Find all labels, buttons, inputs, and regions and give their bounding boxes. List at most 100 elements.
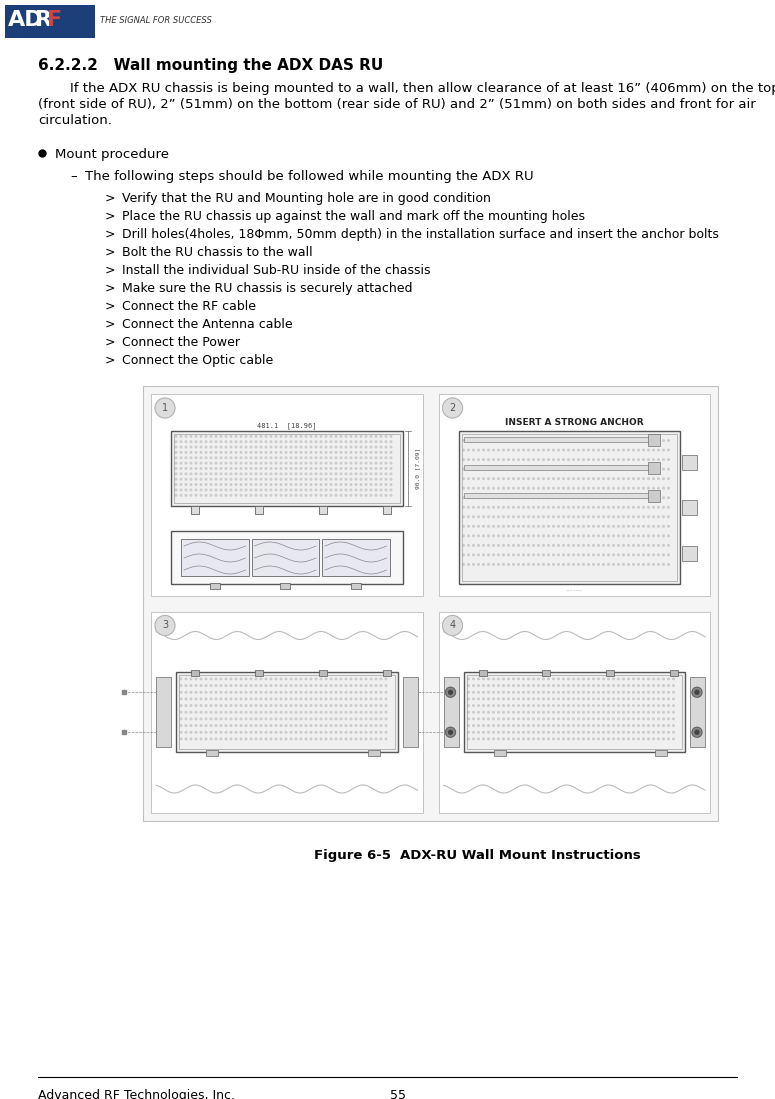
Circle shape <box>513 525 515 528</box>
Circle shape <box>235 678 237 679</box>
Circle shape <box>355 732 356 733</box>
Circle shape <box>385 732 387 733</box>
Circle shape <box>577 525 579 528</box>
Circle shape <box>200 484 202 486</box>
Circle shape <box>467 554 470 556</box>
Circle shape <box>300 698 301 700</box>
Circle shape <box>381 724 382 726</box>
Circle shape <box>598 724 599 726</box>
Circle shape <box>446 728 456 737</box>
Circle shape <box>628 535 629 536</box>
Circle shape <box>181 718 182 720</box>
Circle shape <box>381 739 382 740</box>
Circle shape <box>215 457 217 458</box>
Circle shape <box>370 678 372 679</box>
Bar <box>181 539 249 576</box>
Circle shape <box>493 564 494 565</box>
Circle shape <box>593 739 594 740</box>
Circle shape <box>305 724 307 726</box>
Circle shape <box>593 507 594 508</box>
Circle shape <box>290 711 292 713</box>
Circle shape <box>330 452 332 453</box>
Circle shape <box>340 457 342 458</box>
Circle shape <box>190 732 191 733</box>
Circle shape <box>336 457 337 458</box>
Circle shape <box>250 468 252 469</box>
Circle shape <box>608 507 609 508</box>
Circle shape <box>360 739 362 740</box>
Circle shape <box>345 489 346 491</box>
Circle shape <box>532 564 534 565</box>
Circle shape <box>653 698 654 700</box>
Circle shape <box>190 446 191 448</box>
Circle shape <box>513 685 515 687</box>
Circle shape <box>532 554 534 556</box>
Circle shape <box>375 478 377 480</box>
Circle shape <box>275 441 277 443</box>
Circle shape <box>498 440 499 442</box>
Circle shape <box>473 554 474 556</box>
Circle shape <box>593 545 594 546</box>
Circle shape <box>190 441 191 443</box>
Circle shape <box>528 698 529 700</box>
Circle shape <box>542 545 544 546</box>
Circle shape <box>642 440 644 442</box>
Circle shape <box>250 441 252 443</box>
Bar <box>463 465 650 470</box>
Circle shape <box>255 468 257 469</box>
Circle shape <box>622 535 625 536</box>
Circle shape <box>583 718 584 720</box>
Circle shape <box>226 484 227 486</box>
Circle shape <box>608 478 609 479</box>
Circle shape <box>350 452 352 453</box>
Circle shape <box>498 478 499 479</box>
Circle shape <box>498 458 499 460</box>
Circle shape <box>320 691 322 693</box>
Circle shape <box>508 487 509 489</box>
Circle shape <box>375 441 377 443</box>
Circle shape <box>205 478 207 480</box>
Circle shape <box>215 489 217 491</box>
Circle shape <box>265 724 267 726</box>
Circle shape <box>336 473 337 475</box>
Circle shape <box>598 739 599 740</box>
Circle shape <box>220 468 222 469</box>
Circle shape <box>583 449 584 451</box>
Circle shape <box>235 718 237 720</box>
Circle shape <box>638 698 639 700</box>
Circle shape <box>230 685 232 687</box>
Circle shape <box>467 678 470 679</box>
Circle shape <box>390 446 392 448</box>
Circle shape <box>608 711 609 713</box>
Circle shape <box>315 473 317 475</box>
Circle shape <box>355 435 356 437</box>
Circle shape <box>270 678 272 679</box>
Circle shape <box>175 446 177 448</box>
Circle shape <box>365 457 367 458</box>
Circle shape <box>285 711 287 713</box>
Circle shape <box>181 468 182 469</box>
Circle shape <box>473 487 474 489</box>
Circle shape <box>255 495 257 496</box>
Circle shape <box>265 441 267 443</box>
Circle shape <box>632 564 634 565</box>
Circle shape <box>528 554 529 556</box>
Circle shape <box>477 507 479 508</box>
Circle shape <box>360 704 362 707</box>
Circle shape <box>215 685 217 687</box>
Circle shape <box>270 489 272 491</box>
Circle shape <box>503 545 505 546</box>
Circle shape <box>235 468 237 469</box>
Circle shape <box>603 497 604 499</box>
Circle shape <box>463 517 464 518</box>
Circle shape <box>613 711 615 713</box>
Circle shape <box>673 691 674 693</box>
Circle shape <box>573 678 574 679</box>
Circle shape <box>220 457 222 458</box>
Circle shape <box>613 724 615 726</box>
Circle shape <box>350 718 352 720</box>
Circle shape <box>255 446 257 448</box>
Circle shape <box>275 435 277 437</box>
Circle shape <box>185 478 187 480</box>
Circle shape <box>508 554 509 556</box>
